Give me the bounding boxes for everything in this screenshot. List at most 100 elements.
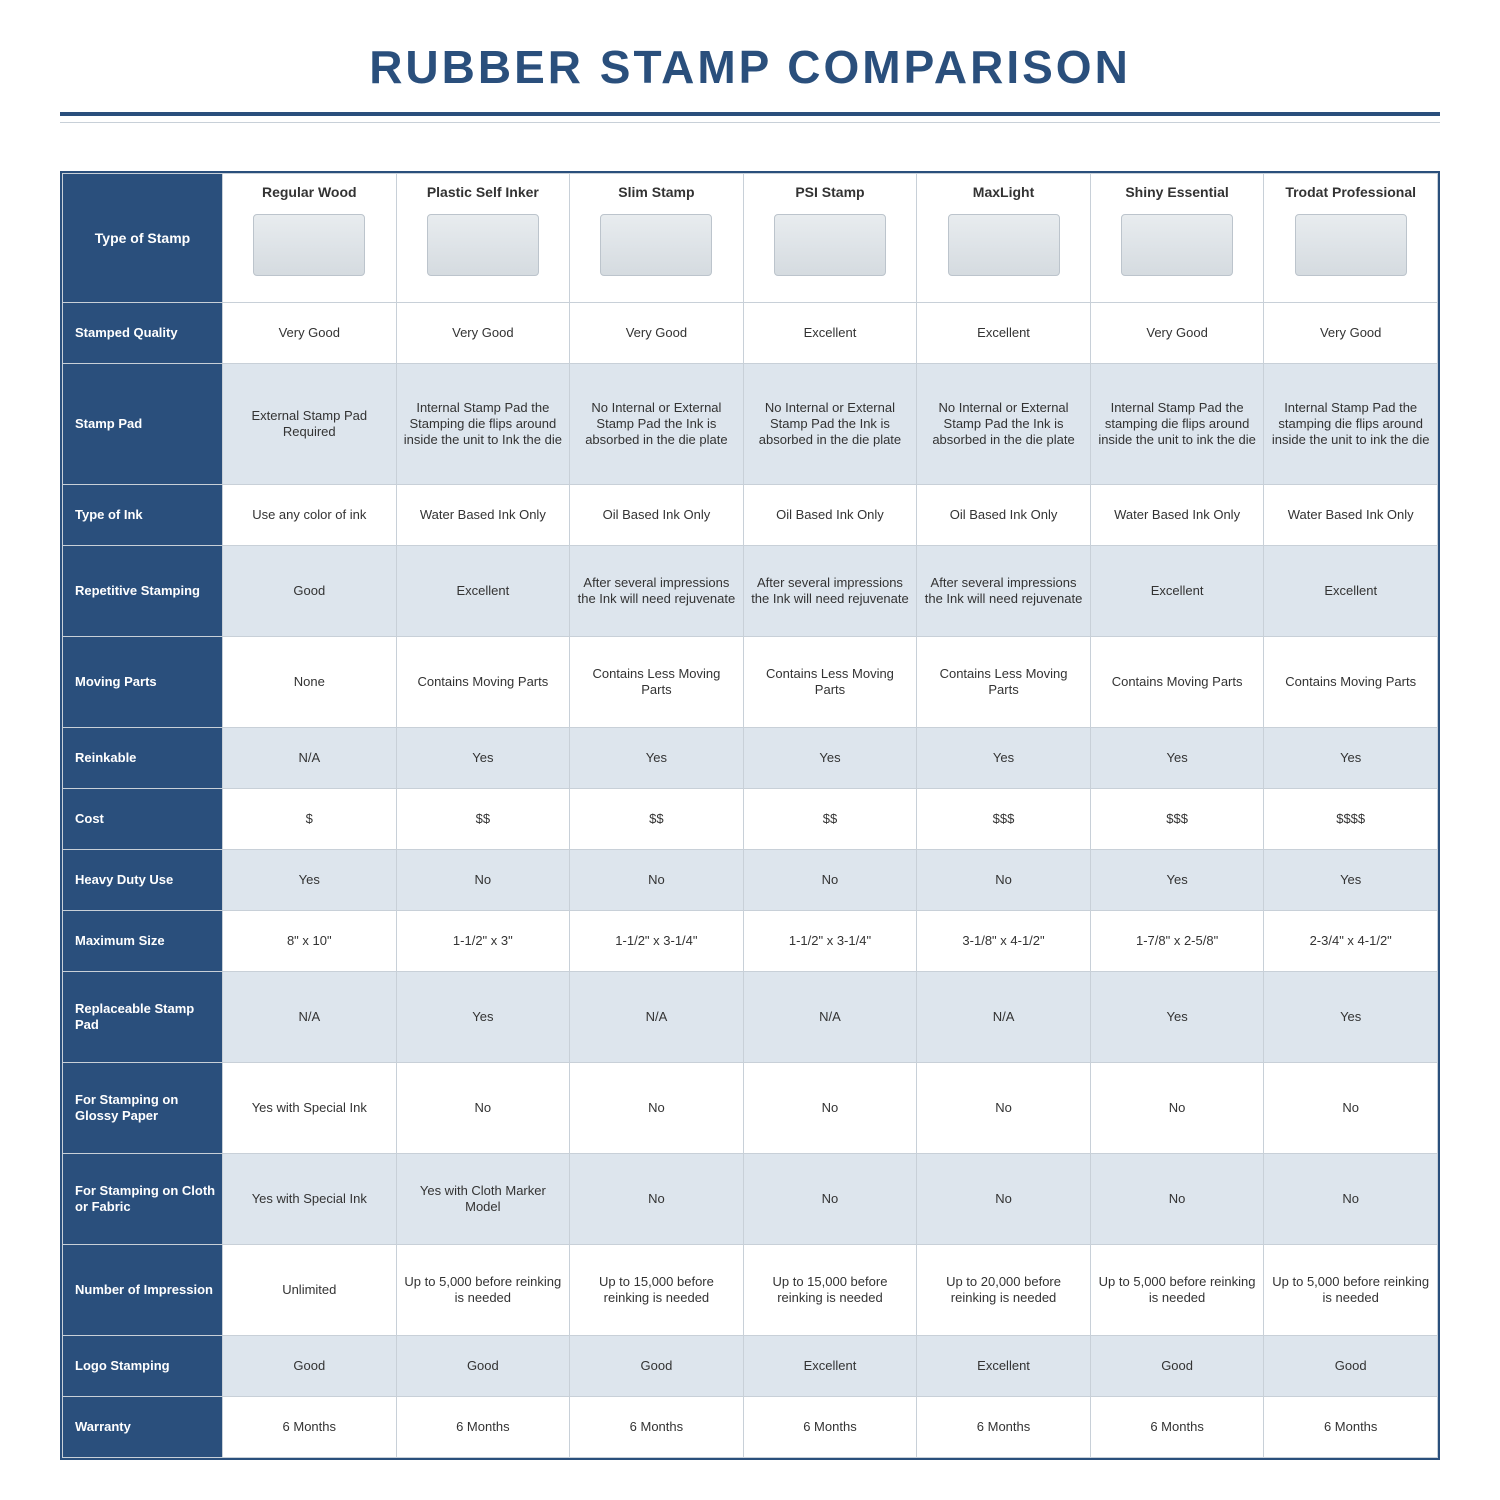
row-header: Type of Ink	[63, 484, 223, 545]
table-cell: Yes	[917, 727, 1091, 788]
table-cell: $$$	[1090, 788, 1264, 849]
row-header: Moving Parts	[63, 636, 223, 727]
table-cell: No	[917, 1153, 1091, 1244]
table-row: Type of InkUse any color of inkWater Bas…	[63, 484, 1438, 545]
table-cell: Very Good	[570, 303, 744, 364]
stamp-icon-maxlight	[948, 214, 1060, 276]
row-header: Cost	[63, 788, 223, 849]
row-header: Repetitive Stamping	[63, 545, 223, 636]
stamp-icon-slim	[600, 214, 712, 276]
row-header: Replaceable Stamp Pad	[63, 972, 223, 1063]
table-cell: Yes	[396, 972, 570, 1063]
title-rule-thin	[60, 122, 1440, 123]
column-header: Regular Wood	[223, 174, 397, 303]
table-cell: Up to 20,000 before reinking is needed	[917, 1244, 1091, 1335]
table-cell: $	[223, 788, 397, 849]
table-cell: $$	[570, 788, 744, 849]
table-cell: 1-1/2" x 3-1/4"	[570, 911, 744, 972]
table-cell: Water Based Ink Only	[396, 484, 570, 545]
table-cell: Excellent	[1264, 545, 1438, 636]
table-row: Number of ImpressionUnlimitedUp to 5,000…	[63, 1244, 1438, 1335]
table-row: Logo StampingGoodGoodGoodExcellentExcell…	[63, 1335, 1438, 1396]
table-cell: After several impressions the Ink will n…	[743, 545, 917, 636]
column-header-inner: Trodat Professional	[1270, 184, 1431, 276]
table-cell: 6 Months	[917, 1396, 1091, 1457]
table-cell: No	[570, 1063, 744, 1154]
table-cell: 1-1/2" x 3-1/4"	[743, 911, 917, 972]
column-header: MaxLight	[917, 174, 1091, 303]
column-header: Slim Stamp	[570, 174, 744, 303]
table-cell: Contains Moving Parts	[396, 636, 570, 727]
table-row: Heavy Duty UseYesNoNoNoNoYesYes	[63, 849, 1438, 910]
table-body: Stamped QualityVery GoodVery GoodVery Go…	[63, 303, 1438, 1458]
table-cell: Excellent	[743, 1335, 917, 1396]
table-row: Replaceable Stamp PadN/AYesN/AN/AN/AYesY…	[63, 972, 1438, 1063]
table-cell: No Internal or External Stamp Pad the In…	[743, 364, 917, 485]
table-header-row: Type of Stamp Regular Wood Plastic Self I…	[63, 174, 1438, 303]
comparison-table-wrap: Type of Stamp Regular Wood Plastic Self I…	[60, 171, 1440, 1460]
column-header-inner: Slim Stamp	[576, 184, 737, 276]
table-cell: 1-1/2" x 3"	[396, 911, 570, 972]
column-header-label: Shiny Essential	[1125, 184, 1228, 202]
table-row: Cost$$$$$$$$$$$$$$$$$	[63, 788, 1438, 849]
column-header: Trodat Professional	[1264, 174, 1438, 303]
table-cell: No	[1264, 1063, 1438, 1154]
row-header-corner: Type of Stamp	[63, 174, 223, 303]
table-cell: Excellent	[1090, 545, 1264, 636]
stamp-icon-shiny	[1121, 214, 1233, 276]
table-cell: Yes	[1090, 849, 1264, 910]
row-header: Logo Stamping	[63, 1335, 223, 1396]
table-cell: Contains Less Moving Parts	[570, 636, 744, 727]
table-cell: N/A	[223, 972, 397, 1063]
row-header: Maximum Size	[63, 911, 223, 972]
table-cell: Yes	[1090, 972, 1264, 1063]
table-row: Maximum Size8" x 10"1-1/2" x 3"1-1/2" x …	[63, 911, 1438, 972]
table-cell: Good	[396, 1335, 570, 1396]
table-cell: After several impressions the Ink will n…	[570, 545, 744, 636]
table-cell: 1-7/8" x 2-5/8"	[1090, 911, 1264, 972]
table-cell: Yes	[743, 727, 917, 788]
table-cell: No	[1090, 1063, 1264, 1154]
table-cell: 6 Months	[1090, 1396, 1264, 1457]
column-header-label: Plastic Self Inker	[427, 184, 539, 202]
row-header: For Stamping on Glossy Paper	[63, 1063, 223, 1154]
row-header: Reinkable	[63, 727, 223, 788]
table-cell: No	[396, 1063, 570, 1154]
table-cell: Oil Based Ink Only	[570, 484, 744, 545]
column-header-label: PSI Stamp	[795, 184, 864, 202]
stamp-icon-selfink	[427, 214, 539, 276]
row-header: For Stamping on Cloth or Fabric	[63, 1153, 223, 1244]
table-cell: Up to 15,000 before reinking is needed	[743, 1244, 917, 1335]
table-cell: No	[917, 849, 1091, 910]
table-cell: Very Good	[1264, 303, 1438, 364]
table-cell: 6 Months	[1264, 1396, 1438, 1457]
table-cell: Contains Moving Parts	[1264, 636, 1438, 727]
column-header-label: Regular Wood	[262, 184, 357, 202]
column-header-inner: MaxLight	[923, 184, 1084, 276]
table-row: Stamped QualityVery GoodVery GoodVery Go…	[63, 303, 1438, 364]
table-cell: Yes	[1264, 727, 1438, 788]
table-cell: N/A	[570, 972, 744, 1063]
stamp-icon-trodat	[1295, 214, 1407, 276]
table-cell: External Stamp Pad Required	[223, 364, 397, 485]
table-cell: Good	[1264, 1335, 1438, 1396]
comparison-table: Type of Stamp Regular Wood Plastic Self I…	[62, 173, 1438, 1458]
table-cell: Water Based Ink Only	[1264, 484, 1438, 545]
stamp-icon-psi	[774, 214, 886, 276]
table-cell: Yes	[1264, 972, 1438, 1063]
table-cell: Contains Moving Parts	[1090, 636, 1264, 727]
table-cell: No Internal or External Stamp Pad the In…	[570, 364, 744, 485]
table-cell: Very Good	[396, 303, 570, 364]
table-row: Moving PartsNoneContains Moving PartsCon…	[63, 636, 1438, 727]
table-cell: Contains Less Moving Parts	[917, 636, 1091, 727]
table-cell: Internal Stamp Pad the stamping die flip…	[1090, 364, 1264, 485]
column-header: Plastic Self Inker	[396, 174, 570, 303]
table-cell: $$	[396, 788, 570, 849]
row-header: Stamp Pad	[63, 364, 223, 485]
table-cell: Up to 5,000 before reinking is needed	[396, 1244, 570, 1335]
table-cell: Very Good	[223, 303, 397, 364]
table-row: For Stamping on Cloth or FabricYes with …	[63, 1153, 1438, 1244]
table-cell: 8" x 10"	[223, 911, 397, 972]
title-rule-thick	[60, 112, 1440, 116]
table-row: Stamp PadExternal Stamp Pad Required Inte…	[63, 364, 1438, 485]
